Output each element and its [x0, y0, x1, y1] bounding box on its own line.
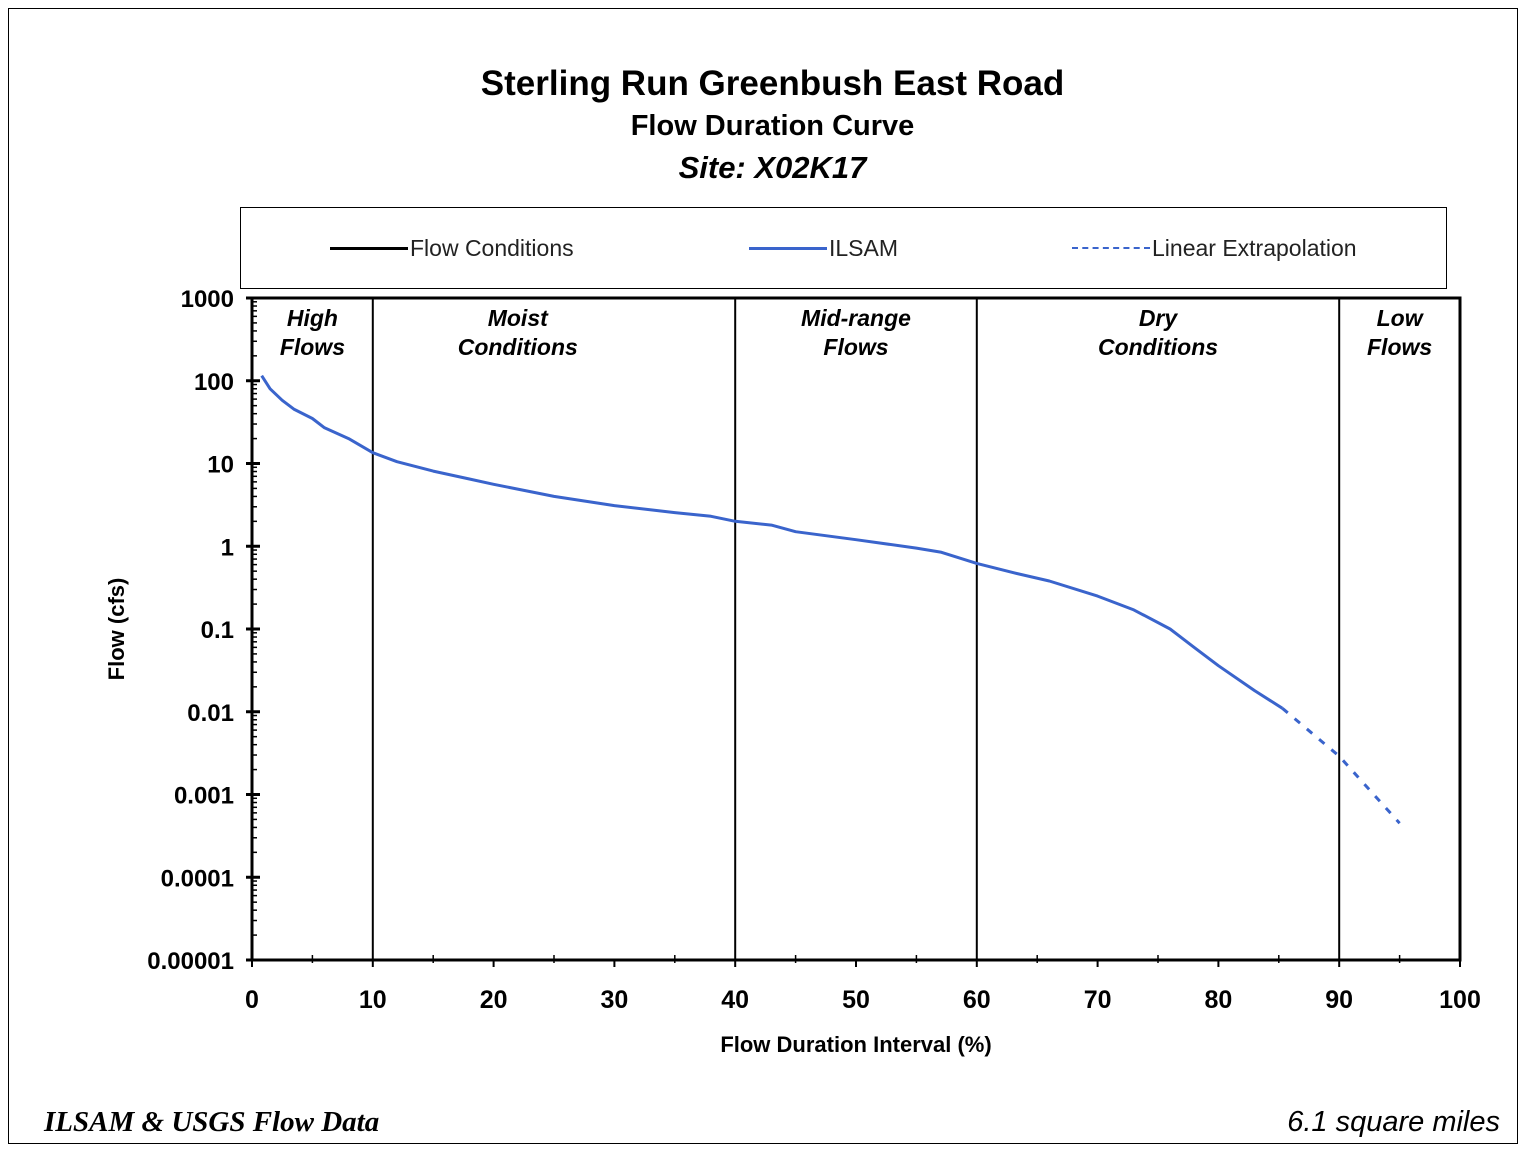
x-tick-label: 50: [842, 986, 870, 1014]
x-tick-label: 100: [1439, 986, 1481, 1014]
zone-label: Low: [1377, 305, 1425, 331]
zone-label: Dry: [1139, 305, 1179, 331]
y-tick-label: 1: [221, 534, 234, 561]
legend-item-ilsam: ILSAM: [749, 233, 898, 263]
y-tick-label: 0.00001: [147, 948, 234, 975]
x-tick-label: 10: [359, 986, 387, 1014]
legend-item-linear-extrapolation: Linear Extrapolation: [1072, 233, 1357, 263]
x-tick-label: 0: [245, 986, 259, 1014]
x-tick-label: 30: [600, 986, 628, 1014]
y-tick-label: 0.01: [187, 700, 234, 727]
footer-source: ILSAM & USGS Flow Data: [44, 1106, 380, 1138]
chart-frame: [8, 8, 1518, 1144]
legend-swatch-ilsam: [749, 246, 827, 250]
x-tick-label: 90: [1325, 986, 1353, 1014]
x-axis-label: Flow Duration Interval (%): [720, 1032, 991, 1057]
x-tick-label: 60: [963, 986, 991, 1014]
legend-label-flow-conditions: Flow Conditions: [410, 234, 574, 261]
y-tick-label: 0.1: [201, 617, 234, 644]
y-tick-label: 0.0001: [161, 865, 234, 892]
zone-label: Flows: [1367, 334, 1432, 360]
chart-subtitle: Flow Duration Curve: [630, 110, 915, 142]
x-tick-label: 70: [1084, 986, 1112, 1014]
legend-label-linear-extrapolation: Linear Extrapolation: [1152, 234, 1357, 261]
legend-label-ilsam: ILSAM: [829, 234, 899, 261]
y-axis-label: Flow (cfs): [104, 578, 129, 681]
y-tick-label: 100: [194, 369, 234, 396]
x-tick-label: 20: [480, 986, 508, 1014]
series-line-ilsam: [260, 374, 1284, 710]
legend: [240, 207, 1447, 289]
chart-site: Site: X02K17: [678, 150, 867, 185]
x-tick-label: 40: [721, 986, 749, 1014]
zone-label: Flows: [280, 334, 345, 360]
y-tick-label: 10: [207, 452, 234, 479]
zone-label: Moist: [488, 305, 549, 331]
legend-item-flow-conditions: Flow Conditions: [330, 233, 574, 263]
zone-label: Mid-range: [801, 305, 911, 331]
zone-label: Conditions: [458, 334, 578, 360]
y-tick-label: 0.001: [174, 783, 234, 810]
zone-label: Flows: [823, 334, 888, 360]
series-line-linear-extrapolation: [1281, 707, 1401, 825]
legend-swatch-linear-extrapolation: [1072, 247, 1150, 249]
zone-label: High: [287, 305, 338, 331]
legend-swatch-flow-conditions: [330, 246, 408, 250]
x-tick-label: 80: [1204, 986, 1232, 1014]
chart-title: Sterling Run Greenbush East Road: [480, 64, 1065, 103]
y-tick-label: 1000: [181, 286, 234, 313]
footer-area: 6.1 square miles: [1287, 1106, 1500, 1138]
plot-border: [250, 296, 1462, 962]
zone-label: Conditions: [1098, 334, 1218, 360]
